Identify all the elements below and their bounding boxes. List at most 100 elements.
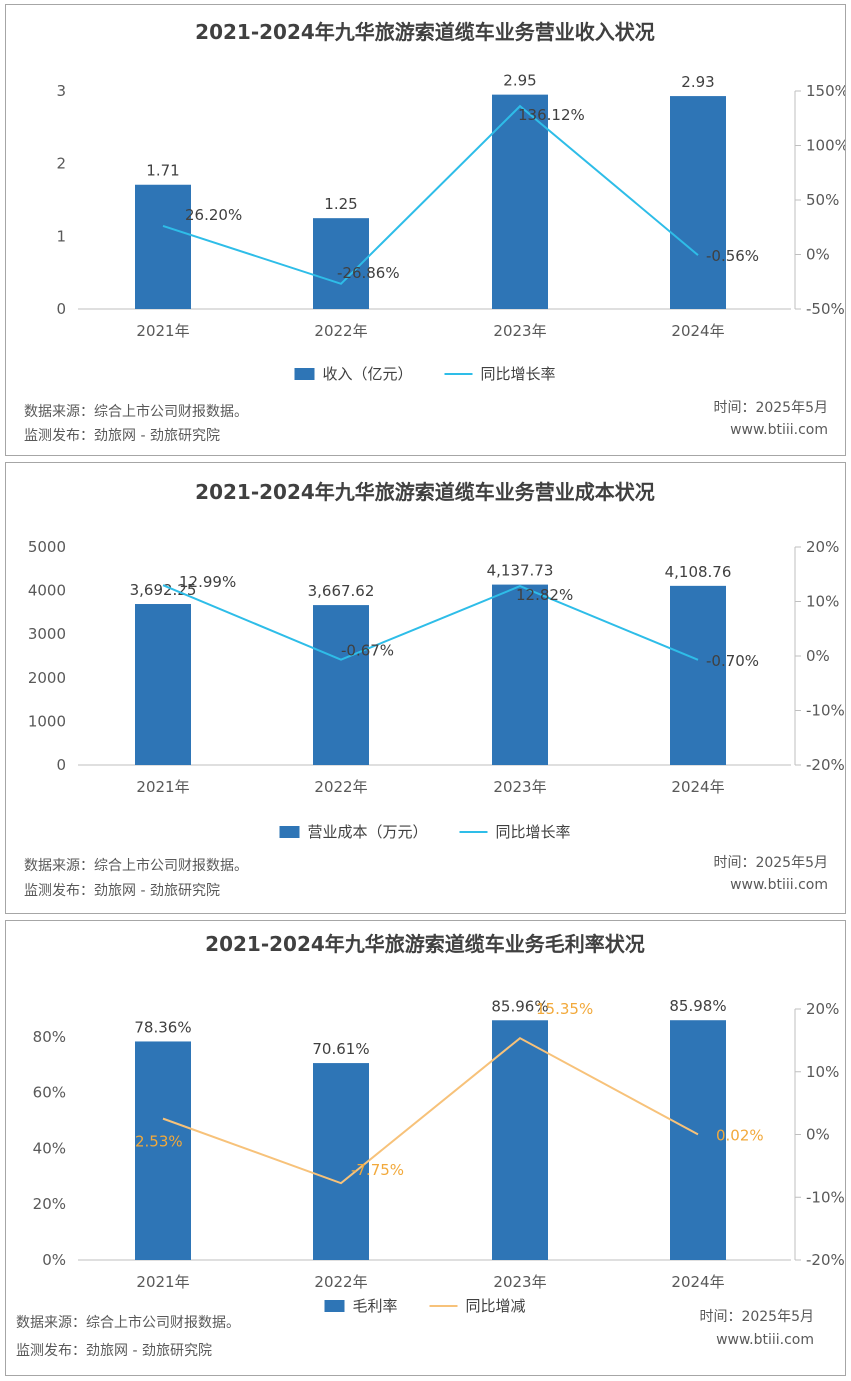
line-value-label: 12.82%	[516, 586, 573, 604]
margin-chart: 2021-2024年九华旅游索道缆车业务毛利率状况 0% 20% 40% 60% 80% -…	[16, 932, 845, 1359]
right-axis-tick: 20%	[806, 538, 839, 556]
bar	[670, 96, 726, 309]
left-axis-tick: 0%	[42, 1251, 66, 1269]
right-axis-tick: 10%	[806, 593, 839, 611]
bar	[313, 605, 369, 765]
line-value-label: 0.02%	[716, 1126, 764, 1144]
legend-bar-swatch	[294, 368, 315, 380]
bar-value-label: 3,667.62	[308, 582, 375, 600]
left-axis-tick: 2	[56, 155, 66, 173]
bar	[492, 1020, 548, 1260]
x-axis-label: 2021年	[136, 778, 189, 796]
growth-line	[162, 1036, 699, 1185]
bar-value-label: 85.98%	[669, 997, 726, 1015]
left-axis-tick: 1	[56, 227, 66, 245]
revenue-chart: 2021-2024年九华旅游索道缆车业务营业收入状况 0 1 2 3 -50% 0% 50% 1…	[24, 20, 845, 444]
x-axis-label: 2022年	[314, 778, 367, 796]
right-axis-tick: -10%	[806, 1188, 845, 1206]
left-axis-tick: 3000	[28, 625, 66, 643]
bar	[135, 1041, 191, 1260]
legend-bar-label: 毛利率	[353, 1297, 398, 1315]
x-axis-label: 2023年	[493, 778, 546, 796]
right-axis-tick: 150%	[806, 82, 845, 100]
right-axis-tick: 20%	[806, 1000, 839, 1018]
x-axis-label: 2024年	[671, 1273, 724, 1291]
footer-time: 时间：2025年5月	[713, 855, 828, 871]
footer-publisher: 监测发布：劲旅网 - 劲旅研究院	[24, 428, 220, 444]
bar	[135, 604, 191, 765]
right-axis-tick: 0%	[806, 1126, 830, 1144]
bar	[670, 585, 726, 765]
cost-chart-panel: 2021-2024年九华旅游索道缆车业务营业成本状况 0 1000 2000 3000 4…	[5, 462, 846, 914]
bar-value-label: 85.96%	[491, 997, 548, 1015]
x-axis-label: 2024年	[671, 322, 724, 340]
left-axis-tick: 80%	[33, 1028, 66, 1046]
bar-value-label: 78.36%	[134, 1018, 191, 1036]
legend-bar-swatch	[324, 1300, 345, 1312]
footer-source: 数据来源：综合上市公司财报数据。	[24, 857, 248, 874]
legend-line-label: 同比增长率	[496, 823, 571, 841]
bar	[492, 584, 548, 765]
bar-value-label: 70.61%	[312, 1040, 369, 1058]
footer-site: www.btiii.com	[730, 877, 828, 893]
left-axis-tick: 5000	[28, 538, 66, 556]
bar	[670, 1020, 726, 1260]
growth-line	[162, 584, 699, 661]
right-axis-tick: 100%	[806, 137, 845, 155]
left-axis-tick: 0	[56, 756, 66, 774]
left-axis-tick: 60%	[33, 1084, 66, 1102]
footer-site: www.btiii.com	[716, 1332, 814, 1348]
bar-value-label: 2.95	[503, 72, 536, 90]
footer-source: 数据来源：综合上市公司财报数据。	[24, 403, 248, 420]
right-axis-tick: 10%	[806, 1063, 839, 1081]
x-axis-label: 2023年	[493, 322, 546, 340]
right-axis-tick: -20%	[806, 756, 845, 774]
right-axis-tick: 50%	[806, 191, 839, 209]
x-axis-label: 2023年	[493, 1273, 546, 1291]
right-axis-tick: -20%	[806, 1251, 845, 1269]
footer-publisher: 监测发布：劲旅网 - 劲旅研究院	[16, 1343, 212, 1359]
bar	[135, 184, 191, 309]
line-value-label: -0.67%	[341, 642, 394, 660]
cost-chart: 2021-2024年九华旅游索道缆车业务营业成本状况 0 1000 2000 3000 4…	[24, 480, 845, 899]
revenue-chart-panel: 2021-2024年九华旅游索道缆车业务营业收入状况 0 1 2 3 -50% 0% 50% 1…	[5, 4, 846, 456]
left-axis-tick: 3	[56, 82, 66, 100]
right-axis-tick: 0%	[806, 246, 830, 264]
line-value-label: 136.12%	[518, 106, 585, 124]
footer-time: 时间：2025年5月	[699, 1309, 814, 1325]
footer-publisher: 监测发布：劲旅网 - 劲旅研究院	[24, 883, 220, 899]
left-axis-tick: 20%	[33, 1195, 66, 1213]
x-axis-label: 2021年	[136, 322, 189, 340]
legend-bar-label: 收入（亿元）	[323, 365, 413, 383]
bar-value-label: 4,108.76	[665, 563, 732, 581]
x-axis-label: 2022年	[314, 1273, 367, 1291]
margin-chart-panel: 2021-2024年九华旅游索道缆车业务毛利率状况 0% 20% 40% 60% 80% -…	[5, 920, 846, 1376]
chart-title: 2021-2024年九华旅游索道缆车业务营业收入状况	[195, 20, 655, 44]
line-value-label: 12.99%	[179, 573, 236, 591]
right-axis-tick: -10%	[806, 702, 845, 720]
x-axis-label: 2024年	[671, 778, 724, 796]
growth-line	[162, 104, 699, 285]
bar-value-label: 1.25	[324, 195, 357, 213]
bar-value-label: 1.71	[146, 162, 179, 180]
left-axis-tick: 4000	[28, 582, 66, 600]
footer-site: www.btiii.com	[730, 422, 828, 438]
left-axis-tick: 1000	[28, 712, 66, 730]
bar	[313, 218, 369, 309]
line-value-label: -0.70%	[706, 652, 759, 670]
chart-title: 2021-2024年九华旅游索道缆车业务毛利率状况	[205, 932, 645, 956]
legend-bar-swatch	[279, 826, 300, 838]
chart-title: 2021-2024年九华旅游索道缆车业务营业成本状况	[195, 480, 655, 504]
bar-value-label: 3,692.25	[130, 581, 197, 599]
legend-line-label: 同比增减	[466, 1297, 526, 1315]
x-axis-label: 2022年	[314, 322, 367, 340]
footer-time: 时间：2025年5月	[713, 400, 828, 416]
line-value-label: 26.20%	[185, 206, 242, 224]
line-value-label: 15.35%	[536, 1000, 593, 1018]
footer-source: 数据来源：综合上市公司财报数据。	[16, 1314, 240, 1331]
line-value-label: 2.53%	[135, 1133, 183, 1151]
bar	[313, 1063, 369, 1260]
legend-bar-label: 营业成本（万元）	[308, 823, 428, 841]
left-axis-tick: 40%	[33, 1139, 66, 1157]
left-axis-tick: 2000	[28, 669, 66, 687]
